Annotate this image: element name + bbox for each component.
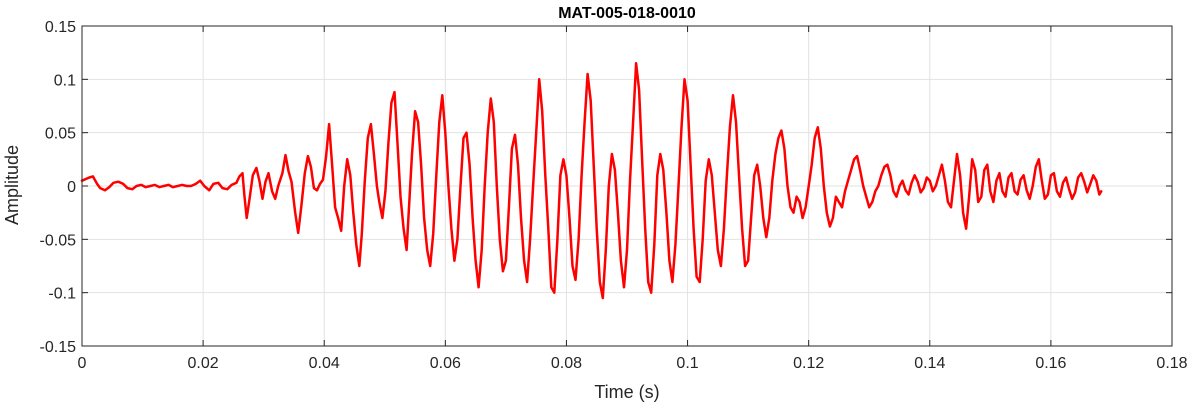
x-tick-label: 0 — [78, 355, 87, 372]
y-tick-label: 0.1 — [54, 72, 76, 89]
x-tick-label: 0.18 — [1156, 355, 1187, 372]
y-tick-label: 0.05 — [45, 126, 76, 143]
x-tick-label: 0.14 — [914, 355, 945, 372]
chart-title: MAT-005-018-0010 — [558, 5, 696, 22]
series-layer — [80, 62, 1103, 300]
y-axis-title: Amplitude — [2, 145, 22, 225]
x-tick-label: 0.1 — [676, 355, 698, 372]
y-axis-tick-labels: -0.15 -0.1 -0.05 0 0.05 0.1 0.15 — [40, 19, 77, 356]
x-tick-label: 0.08 — [551, 355, 582, 372]
series-line — [80, 62, 1103, 300]
x-tick-label: 0.04 — [309, 355, 340, 372]
tick-marks — [81, 25, 1173, 347]
y-tick-label: 0 — [67, 179, 76, 196]
x-tick-label: 0.12 — [793, 355, 824, 372]
x-tick-label: 0.02 — [188, 355, 219, 372]
y-tick-label: -0.05 — [40, 232, 77, 249]
y-tick-label: 0.15 — [45, 19, 76, 36]
x-axis-title: Time (s) — [594, 382, 659, 402]
x-axis-tick-labels: 0 0.02 0.04 0.06 0.08 0.1 0.12 0.14 0.16 0.18 — [78, 355, 1188, 372]
x-tick-label: 0.16 — [1035, 355, 1066, 372]
y-tick-label: -0.15 — [40, 339, 77, 356]
y-tick-label: -0.1 — [48, 286, 76, 303]
x-tick-label: 0.06 — [430, 355, 461, 372]
